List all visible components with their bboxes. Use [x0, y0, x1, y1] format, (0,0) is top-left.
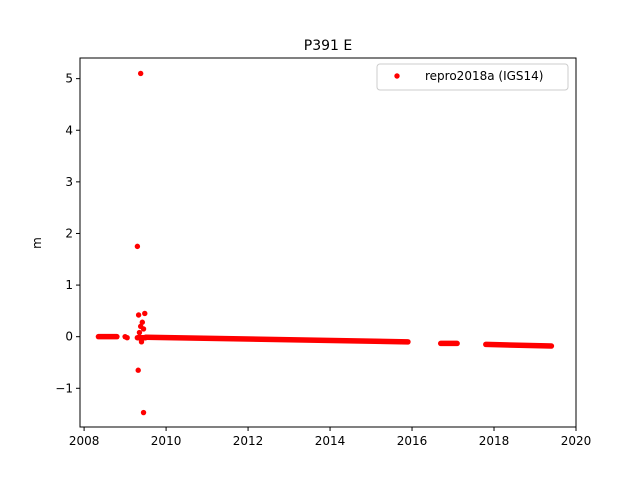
- x-tick-label-2008: 2008: [69, 434, 100, 448]
- y-tick-label--1: −1: [55, 381, 73, 395]
- legend-marker: [394, 73, 400, 79]
- data-point-0-8: [140, 326, 147, 332]
- y-tick-label-4: 4: [65, 123, 73, 137]
- x-tick-label-2018: 2018: [479, 434, 510, 448]
- data-point-0-5: [142, 310, 148, 317]
- y-tick-label-0: 0: [65, 330, 73, 344]
- y-tick-label-5: 5: [65, 72, 73, 86]
- x-tick-label-2014: 2014: [315, 434, 346, 448]
- data-run-0-4: [483, 341, 555, 349]
- plot-frame: [79, 57, 577, 428]
- y-tick-label-2: 2: [65, 226, 73, 240]
- axes: 2008 2010 2012 2014 2016 2018 2020 −1 0 1 2 3 4 5: [55, 57, 592, 448]
- data-point-0-3: [134, 243, 141, 250]
- data-point-0-11: [135, 367, 141, 373]
- data-point-0-10: [138, 339, 145, 345]
- y-tick-label-1: 1: [65, 278, 73, 292]
- data-point-0-1: [124, 335, 130, 341]
- plot-area: [95, 70, 555, 416]
- x-tick-label-2020: 2020: [561, 434, 592, 448]
- data-point-0-6: [139, 319, 146, 325]
- x-tick-label-2010: 2010: [151, 434, 182, 448]
- y-axis-label: m: [30, 237, 44, 249]
- data-point-0-4: [135, 312, 142, 318]
- y-tick-label-3: 3: [65, 175, 73, 189]
- x-tick-label-2016: 2016: [397, 434, 428, 448]
- x-tick-label-2012: 2012: [233, 434, 264, 448]
- data-point-0-12: [140, 409, 147, 416]
- legend-label: repro2018a (IGS14): [425, 69, 543, 83]
- data-run-0-2: [142, 334, 411, 345]
- legend: repro2018a (IGS14): [376, 63, 569, 91]
- chart-title: P391 E: [304, 38, 352, 54]
- data-point-0-2: [137, 70, 144, 77]
- legend-box: [376, 63, 569, 91]
- data-point-0-9: [136, 329, 143, 336]
